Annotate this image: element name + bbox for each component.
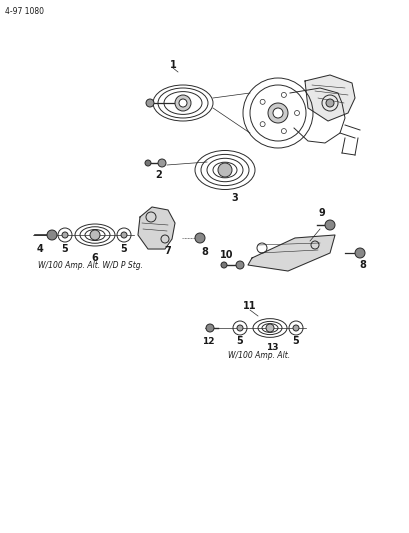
Circle shape <box>121 232 127 238</box>
Polygon shape <box>304 75 354 121</box>
Text: 5: 5 <box>61 244 68 254</box>
Text: 4-97 1080: 4-97 1080 <box>5 7 44 16</box>
Circle shape <box>292 325 298 331</box>
Text: 2: 2 <box>155 170 162 180</box>
Circle shape <box>325 99 333 107</box>
Circle shape <box>205 324 213 332</box>
Circle shape <box>354 248 364 258</box>
Text: 5: 5 <box>292 336 299 346</box>
Circle shape <box>145 160 151 166</box>
Text: 3: 3 <box>231 193 238 203</box>
Text: 8: 8 <box>359 260 366 270</box>
Circle shape <box>236 325 243 331</box>
Circle shape <box>195 233 204 243</box>
Text: W/100 Amp. Alt. W/D P Stg.: W/100 Amp. Alt. W/D P Stg. <box>38 261 143 270</box>
Circle shape <box>265 324 273 332</box>
Circle shape <box>179 99 187 107</box>
Text: 4: 4 <box>36 244 43 254</box>
Circle shape <box>146 99 154 107</box>
Circle shape <box>267 103 287 123</box>
Circle shape <box>220 262 227 268</box>
Text: 9: 9 <box>318 208 325 218</box>
Circle shape <box>236 261 243 269</box>
Text: 11: 11 <box>243 301 256 311</box>
Text: 12: 12 <box>201 336 214 345</box>
Polygon shape <box>247 235 334 271</box>
Circle shape <box>90 230 100 240</box>
Circle shape <box>324 220 334 230</box>
Text: 1: 1 <box>169 60 176 70</box>
Circle shape <box>272 108 282 118</box>
Text: 8: 8 <box>201 247 208 257</box>
Text: W/100 Amp. Alt.: W/100 Amp. Alt. <box>227 351 290 359</box>
Circle shape <box>62 232 68 238</box>
Text: 5: 5 <box>120 244 127 254</box>
Circle shape <box>47 230 57 240</box>
Text: 13: 13 <box>265 343 278 352</box>
Text: 7: 7 <box>164 246 171 256</box>
Circle shape <box>218 163 231 177</box>
Text: 5: 5 <box>236 336 243 346</box>
Text: 6: 6 <box>91 253 98 263</box>
Polygon shape <box>138 207 175 249</box>
Circle shape <box>157 159 166 167</box>
Text: 10: 10 <box>220 250 233 260</box>
Circle shape <box>175 95 191 111</box>
